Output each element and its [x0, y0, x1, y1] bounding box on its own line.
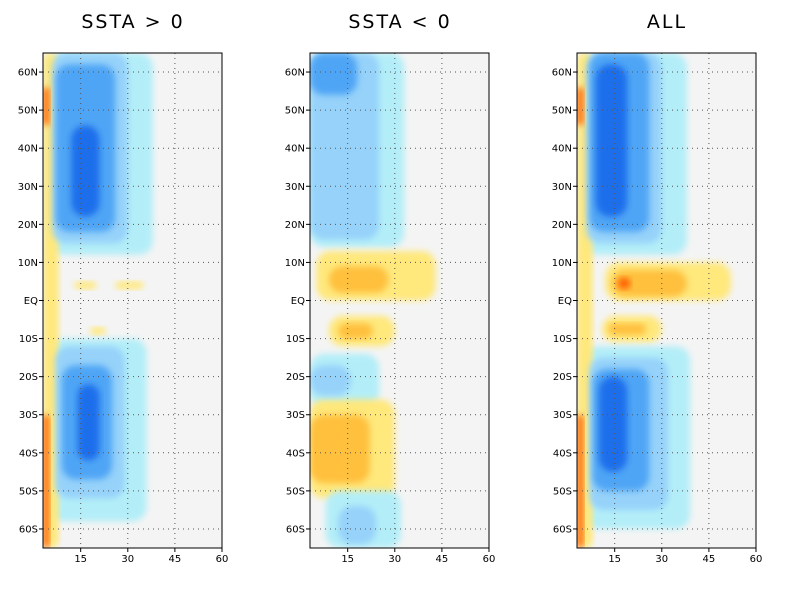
contour-region	[310, 365, 351, 396]
y-tick-label: 40N	[552, 144, 572, 155]
y-tick-label: 60S	[286, 524, 305, 535]
contour-region	[310, 414, 370, 484]
y-tick-label: 50S	[286, 486, 305, 497]
y-tick-label: 30S	[286, 410, 305, 421]
y-tick-label: 10S	[19, 334, 38, 345]
x-tick-labels: 15 30 45 60	[74, 548, 228, 565]
x-tick-label: 30	[121, 554, 134, 565]
y-tick-label: 20N	[552, 220, 572, 231]
y-tick-label: 30N	[285, 182, 305, 193]
y-tick-label: 40N	[18, 144, 38, 155]
x-tick-label: 15	[608, 554, 621, 565]
y-tick-label: 10S	[286, 334, 305, 345]
panel-ssta-positive: SSTA > 0 60N 50N 40N 30N 20N 10N EQ 10S 20S 30S 40…	[18, 11, 229, 565]
x-tick-label: 60	[216, 554, 229, 565]
x-tick-label: 45	[436, 554, 449, 565]
y-tick-label: 50N	[285, 106, 305, 117]
y-tick-label: EQ	[558, 296, 572, 307]
y-tick-label: EQ	[24, 296, 38, 307]
contour-region	[115, 281, 144, 290]
y-tick-label: 50S	[19, 486, 38, 497]
y-tick-label: 30S	[553, 410, 572, 421]
contour-layer	[43, 53, 153, 548]
x-tick-labels: 15 30 45 60	[341, 548, 495, 565]
x-tick-labels: 15 30 45 60	[608, 548, 762, 565]
contour-layer	[310, 53, 436, 548]
y-tick-label: 50N	[18, 106, 38, 117]
contour-region	[608, 323, 647, 335]
panel-ssta-negative: SSTA < 0 60N 50N 40N 30N 20N 10N EQ 10S 20S 30S 40…	[285, 11, 496, 565]
panel-title: SSTA < 0	[348, 11, 451, 33]
contour-region	[595, 64, 628, 217]
y-tick-label: 60N	[552, 68, 572, 79]
contour-region	[577, 414, 584, 548]
y-tick-label: 40N	[285, 144, 305, 155]
x-tick-label: 60	[750, 554, 763, 565]
y-tick-labels: 60N 50N 40N 30N 20N 10N EQ 10S 20S 30S 40S 50S 60S	[552, 68, 577, 535]
y-tick-label: 20N	[18, 220, 38, 231]
y-tick-label: 60N	[285, 68, 305, 79]
y-tick-labels: 60N 50N 40N 30N 20N 10N EQ 10S 20S 30S 40S 50S 60S	[285, 68, 310, 535]
y-tick-label: 10S	[553, 334, 572, 345]
contour-region	[338, 506, 376, 545]
contour-region	[617, 277, 631, 290]
y-tick-label: 50S	[553, 486, 572, 497]
y-tick-label: 30N	[18, 182, 38, 193]
x-tick-label: 15	[341, 554, 354, 565]
y-tick-label: 40S	[553, 448, 572, 459]
contour-region	[90, 327, 106, 335]
y-tick-label: 50N	[552, 106, 572, 117]
y-tick-label: 20S	[553, 372, 572, 383]
y-tick-label: 40S	[19, 448, 38, 459]
x-tick-label: 45	[169, 554, 182, 565]
x-tick-label: 30	[655, 554, 668, 565]
x-tick-label: 15	[74, 554, 87, 565]
y-tick-label: 60S	[19, 524, 38, 535]
contour-region	[77, 384, 100, 461]
y-tick-label: EQ	[291, 296, 305, 307]
contour-region	[310, 53, 380, 240]
contour-region	[71, 125, 100, 217]
panel-title: SSTA > 0	[81, 11, 184, 33]
contour-region	[43, 414, 50, 548]
contour-region	[328, 266, 389, 293]
contour-region	[577, 87, 584, 126]
contour-region	[74, 281, 97, 290]
y-tick-label: 20N	[285, 220, 305, 231]
contour-region	[338, 323, 373, 339]
y-tick-label: 60S	[553, 524, 572, 535]
x-tick-label: 60	[483, 554, 496, 565]
y-tick-label: 30S	[19, 410, 38, 421]
contour-layer	[577, 53, 731, 548]
panel-title: ALL	[647, 11, 687, 33]
y-tick-label: 40S	[286, 448, 305, 459]
contour-region	[43, 87, 50, 126]
y-tick-label: 10N	[552, 258, 572, 269]
y-tick-label: 20S	[286, 372, 305, 383]
y-tick-label: 10N	[18, 258, 38, 269]
contour-region	[310, 53, 358, 95]
contour-region	[611, 270, 687, 297]
x-tick-label: 45	[703, 554, 716, 565]
y-tick-labels: 60N 50N 40N 30N 20N 10N EQ 10S 20S 30S 40S 50S 60S	[18, 68, 43, 535]
y-tick-label: 20S	[19, 372, 38, 383]
panel-all: ALL 60N50N40N30N20N10NEQ10S20S30S40S50S6…	[552, 11, 763, 565]
x-tick-label: 30	[388, 554, 401, 565]
y-tick-label: 60N	[18, 68, 38, 79]
contour-region	[598, 376, 628, 472]
y-tick-label: 10N	[285, 258, 305, 269]
y-tick-label: 30N	[552, 182, 572, 193]
